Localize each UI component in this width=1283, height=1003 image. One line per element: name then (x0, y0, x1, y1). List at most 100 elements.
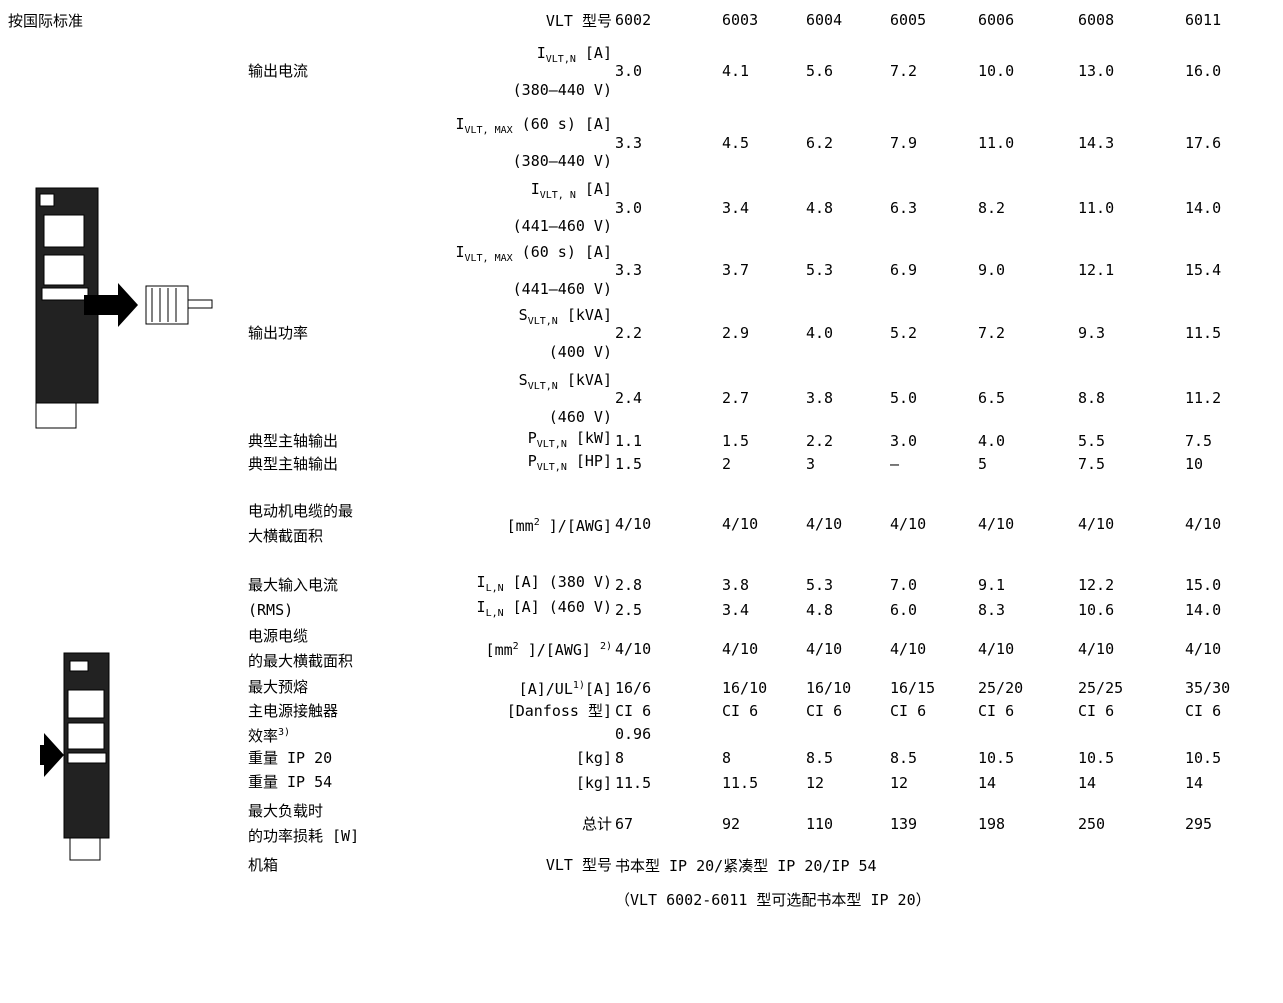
value: 11.5 (722, 773, 759, 792)
spec: [mm2 ]/[AWG] (420, 476, 612, 572)
value: 4.8 (806, 601, 834, 619)
value: 4/10 (806, 639, 843, 658)
spec-line: IL,N [A] (380 V) (477, 567, 612, 604)
value: 12 (890, 773, 909, 792)
spec-line: PVLT,N [kW] (528, 423, 612, 460)
value: 12 (806, 773, 825, 792)
name-line: 输出功率 (248, 323, 309, 342)
spec-line2: (441–460 V) (512, 217, 612, 235)
value: 2.7 (722, 389, 750, 407)
value: 1.5 (615, 455, 643, 473)
standard: 按国际标准 (8, 11, 84, 30)
value: 12.2 (1078, 576, 1115, 594)
value: 3.4 (722, 198, 750, 217)
spec-rest: [A] (584, 680, 612, 698)
value: 3.8 (722, 576, 750, 594)
value: 16/10 (722, 678, 768, 697)
value: 15.4 (1185, 261, 1222, 279)
value: CI 6 (722, 702, 759, 720)
spec-sub: VLT,N (536, 461, 567, 473)
value: 2.9 (722, 324, 750, 342)
value: 4/10 (1185, 515, 1222, 533)
spec-main: [A]/UL (518, 680, 573, 698)
value: CI 6 (1185, 702, 1222, 720)
param-name: (RMS) (248, 598, 293, 622)
value: 25/20 (978, 678, 1024, 697)
spec: SVLT,N [kVA] (460 V) (420, 366, 612, 430)
spec-line: [mm2 ]/[AWG] (507, 508, 612, 541)
name-line: 主电源接触器 (248, 701, 339, 720)
value: 35/30 (1185, 678, 1231, 697)
spec-main: [mm (485, 641, 513, 659)
spec: IL,N [A] (380 V) (420, 572, 612, 598)
value: 4/10 (615, 639, 652, 658)
spec-main: I (530, 180, 540, 198)
value: 110 (806, 815, 834, 833)
value: 6.9 (890, 261, 918, 279)
spec: [Danfoss 型] (420, 700, 612, 722)
model: 6004 (806, 11, 843, 29)
value: 11.0 (1078, 198, 1115, 217)
value: 9.1 (978, 576, 1006, 594)
value: 14 (1185, 773, 1204, 792)
value: 5 (978, 455, 988, 473)
spec-rest: [kW] (566, 428, 612, 447)
value: 3.3 (615, 133, 643, 152)
spec-sub: L,N (485, 582, 504, 594)
spec-line: IVLT, MAX (60 s) [A] (455, 237, 612, 274)
spec: [kg] (420, 746, 612, 770)
spec-rest: [A] (575, 180, 612, 198)
spec-main: P (527, 451, 537, 470)
value: 2.2 (806, 432, 834, 450)
value: 10.5 (978, 749, 1015, 767)
param-name: 电动机电缆的最 大横截面积 (248, 476, 353, 572)
value: 5.3 (806, 576, 834, 594)
value: 4/10 (1078, 639, 1115, 658)
spec: SVLT,N [kVA] (400 V) (420, 300, 612, 366)
param-name: 机箱 (248, 853, 278, 877)
param-name: 重量 IP 54 (248, 770, 332, 795)
spec-rest: [A] (575, 43, 612, 62)
value: 2 (722, 455, 732, 473)
spec-line2: (380–440 V) (512, 80, 612, 99)
spec-line: [kg] (576, 768, 612, 798)
value: CI 6 (1078, 702, 1115, 720)
value: 7.2 (978, 324, 1006, 342)
param-name: 效率3) (248, 722, 290, 746)
spec: PVLT,N [HP] (420, 452, 612, 476)
value: 8.5 (890, 749, 918, 767)
spec-main: S (518, 305, 528, 324)
name-line: 电动机电缆的最 (248, 502, 354, 520)
footnote: （VLT 6002-6011 型可选配书本型 IP 20） (615, 890, 931, 909)
spec-sub: VLT, MAX (464, 125, 513, 136)
spec: IVLT, MAX (60 s) [A] (380–440 V) (420, 110, 612, 175)
value: 4.8 (806, 198, 834, 217)
value: 4.0 (978, 432, 1006, 450)
spec-sub: VLT,N (545, 53, 576, 65)
value: 2.2 (615, 324, 643, 342)
name-line: 大横截面积 (248, 527, 324, 545)
name-line: 最大负载时 (248, 802, 324, 820)
spec: IVLT,N [A] (380–440 V) (420, 32, 612, 110)
name-line: 输出电流 (248, 61, 309, 80)
spec-line2: (380–440 V) (512, 152, 612, 170)
value: 17.6 (1185, 133, 1222, 152)
value: 6.3 (890, 198, 918, 217)
spec: [mm2 ]/[AWG] 2) (420, 622, 612, 675)
spec-main: P (527, 428, 537, 447)
value: 198 (978, 815, 1006, 833)
spec-sub: L,N (485, 607, 504, 619)
value: CI 6 (978, 702, 1015, 720)
model: 6011 (1185, 11, 1222, 29)
value: 11.2 (1185, 389, 1222, 407)
value: 4/10 (890, 515, 927, 533)
spec: PVLT,N [kW] (420, 429, 612, 452)
value: 139 (890, 815, 918, 833)
spec-rest: [A] (460 V) (503, 597, 612, 616)
spec-line: IL,N [A] (460 V) (477, 592, 612, 629)
name-line: 最大输入电流 (248, 575, 339, 594)
value: 2.4 (615, 389, 643, 407)
value: 8.2 (978, 198, 1006, 217)
value: 16/6 (615, 678, 652, 697)
